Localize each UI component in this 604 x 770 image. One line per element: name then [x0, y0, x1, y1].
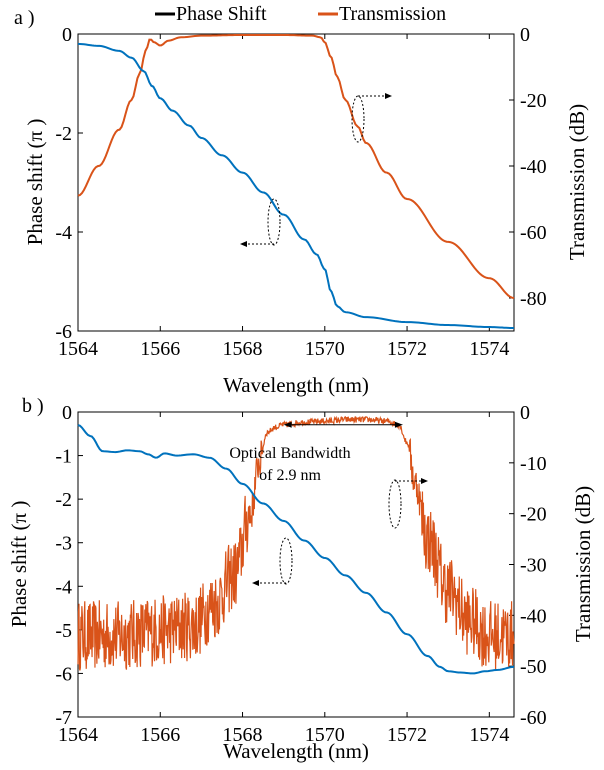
panel-b-phase-line [77, 424, 515, 675]
x-tick-label: 1564 [58, 724, 98, 746]
panel-a-xlabel: Wavelength (nm) [223, 373, 369, 397]
panel-a-phase-line [77, 42, 515, 330]
legend: Phase Shift Transmission [155, 3, 446, 25]
x-tick-label: 1574 [469, 338, 509, 360]
left-tick-label: -5 [55, 620, 72, 642]
panel-b-ylabel-right: Transmission (dB) [571, 486, 595, 642]
right-tick-label: -30 [520, 555, 547, 577]
x-tick-label: 1566 [140, 338, 180, 360]
left-tick-label: -2 [55, 489, 72, 511]
x-tick-label: 1570 [305, 724, 345, 746]
left-tick-label: -6 [55, 663, 72, 685]
right-tick-label: -50 [520, 656, 547, 678]
panel-b-right-ticks: 0 -10 -20 -30 -40 -50 -60 [509, 402, 547, 729]
right-tick-label: -20 [520, 504, 547, 526]
panel-a-right-ticks: 0 -20 -40 -60 -80 [509, 24, 547, 310]
legend-phase-label: Phase Shift [176, 3, 267, 25]
x-tick-label: 1574 [469, 724, 509, 746]
panel-b: b ) 1564 1566 1568 1570 1572 1574 0 -1 -2 -3 -4 -5… [7, 395, 595, 763]
x-tick-label: 1572 [387, 338, 427, 360]
right-tick-label: -80 [520, 288, 547, 310]
panel-b-x-ticks: 1564 1566 1568 1570 1572 1574 [58, 412, 509, 746]
panel-a-label: a ) [14, 7, 35, 29]
x-tick-label: 1564 [58, 338, 98, 360]
left-tick-label: -6 [55, 321, 72, 343]
x-tick-label: 1572 [387, 724, 427, 746]
left-tick-label: 0 [62, 24, 72, 46]
right-tick-label: 0 [520, 402, 530, 424]
panel-a-ylabel-left: Phase shift (π ) [23, 119, 47, 246]
right-tick-label: -60 [520, 222, 547, 244]
panel-a-frame [77, 33, 515, 332]
left-tick-label: -4 [55, 576, 72, 598]
left-tick-label: 0 [62, 402, 72, 424]
x-tick-label: 1568 [223, 338, 263, 360]
right-tick-label: -40 [520, 156, 547, 178]
legend-transmission-label: Transmission [339, 3, 446, 25]
x-tick-label: 1570 [305, 338, 345, 360]
panel-b-phase-axis-marker [252, 537, 293, 586]
panel-a-x-ticks: 1564 1566 1568 1570 1572 1574 [58, 34, 509, 360]
panel-b-transmission-line [77, 415, 515, 672]
x-tick-label: 1568 [223, 724, 263, 746]
right-tick-label: -10 [520, 453, 547, 475]
right-tick-label: -60 [520, 707, 547, 729]
panel-a-transmission-line [77, 33, 515, 299]
bandwidth-arrow [283, 421, 403, 428]
left-tick-label: -4 [55, 222, 72, 244]
left-tick-label: -3 [55, 533, 72, 555]
bandwidth-label-line1: Optical Bandwidth [229, 445, 350, 462]
panel-b-left-ticks: 0 -1 -2 -3 -4 -5 -6 -7 [55, 402, 83, 729]
panel-a: a ) 1564 1566 1568 1570 1572 1574 0 -2 -4 -6 0 -2… [14, 7, 589, 397]
left-tick-label: -2 [55, 123, 72, 145]
bandwidth-label-line2: of 2.9 nm [259, 467, 321, 484]
panel-b-xlabel: Wavelength (nm) [223, 739, 369, 763]
left-tick-label: -1 [55, 446, 72, 468]
panel-a-left-ticks: 0 -2 -4 -6 [55, 24, 83, 343]
panel-a-transmission-axis-marker [351, 93, 392, 143]
right-tick-label: -40 [520, 605, 547, 627]
x-tick-label: 1566 [140, 724, 180, 746]
panel-a-ylabel-right: Transmission (dB) [565, 104, 589, 260]
right-tick-label: 0 [520, 24, 530, 46]
panel-b-transmission-axis-marker [388, 478, 428, 529]
left-tick-label: -7 [55, 707, 72, 729]
panel-b-ylabel-left: Phase shift (π ) [7, 501, 31, 628]
right-tick-label: -20 [520, 90, 547, 112]
panel-a-phase-axis-marker [240, 198, 281, 247]
panel-b-label: b ) [22, 395, 44, 417]
